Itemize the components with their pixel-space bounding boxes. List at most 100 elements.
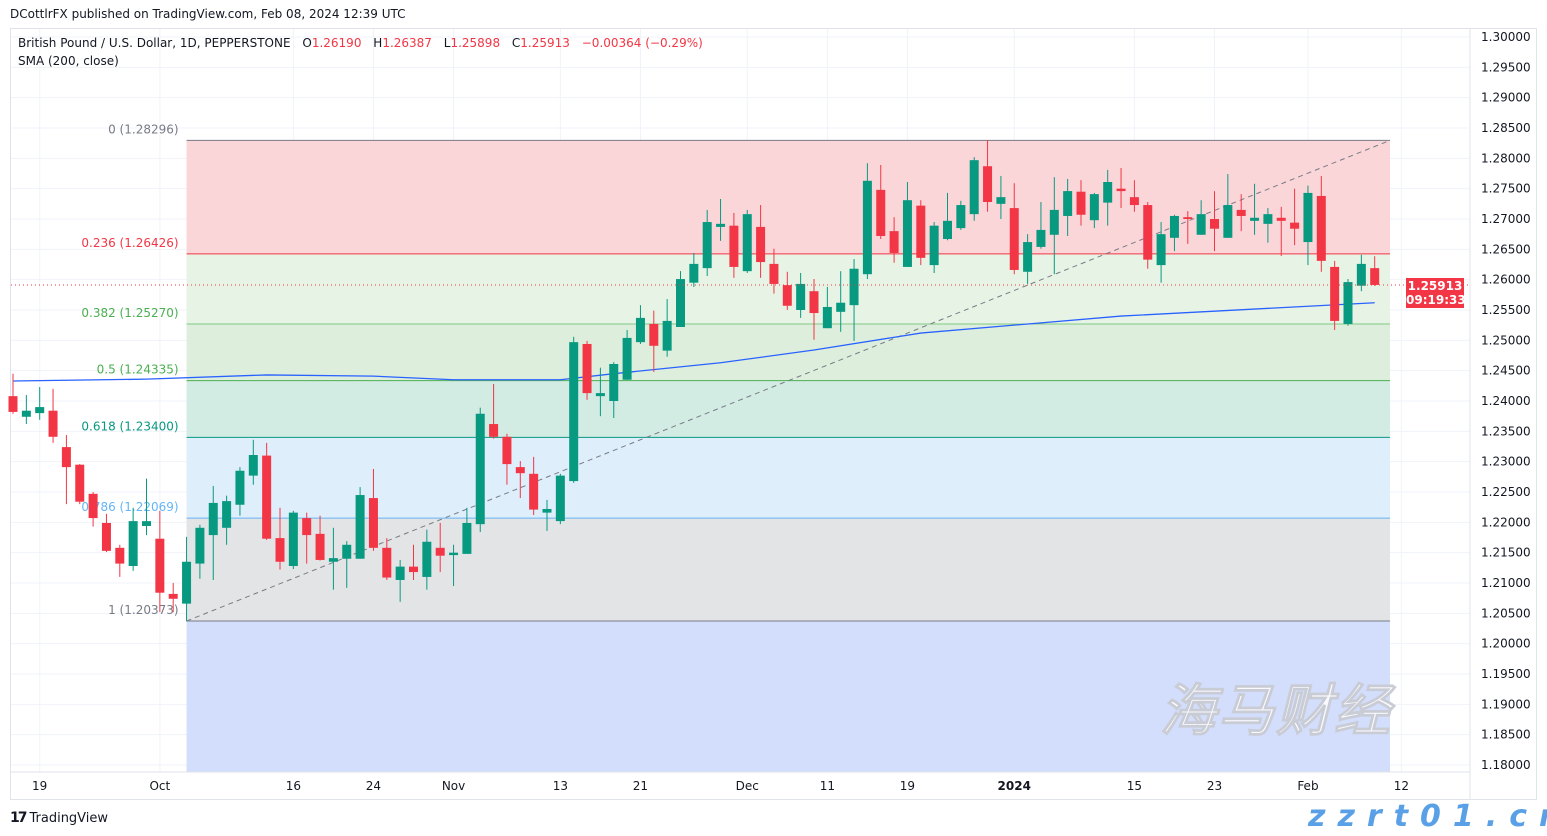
time-tick-label: 2024 bbox=[998, 779, 1031, 793]
candle bbox=[929, 222, 939, 273]
candle-body bbox=[929, 225, 939, 266]
candle-body bbox=[1049, 209, 1059, 235]
candle bbox=[1023, 234, 1033, 284]
candle-body bbox=[582, 343, 592, 394]
candle-body bbox=[248, 454, 258, 476]
candle-body bbox=[569, 342, 579, 482]
price-tick-label: 1.28500 bbox=[1481, 121, 1531, 135]
candle-body bbox=[769, 263, 779, 284]
candle-body bbox=[555, 475, 565, 522]
candle-body bbox=[1236, 209, 1246, 216]
candle-body bbox=[235, 470, 245, 505]
candle-body bbox=[889, 231, 899, 253]
candle bbox=[128, 507, 138, 571]
candle bbox=[889, 217, 899, 263]
candle-body bbox=[195, 527, 205, 564]
candle bbox=[1356, 254, 1366, 292]
candle-body bbox=[862, 180, 872, 275]
candle-body bbox=[529, 473, 539, 510]
candle bbox=[1049, 177, 1059, 275]
candle bbox=[168, 583, 178, 613]
candle-body bbox=[328, 558, 338, 562]
open-value: 1.26190 bbox=[311, 36, 362, 50]
candle bbox=[676, 271, 685, 327]
symbol-legend-row[interactable]: British Pound / U.S. Dollar, 1D, PEPPERS… bbox=[18, 34, 703, 52]
candle bbox=[409, 544, 418, 580]
high-label: H bbox=[373, 36, 383, 50]
candle bbox=[582, 340, 592, 400]
fib-zone bbox=[186, 380, 1390, 438]
candle bbox=[769, 248, 779, 294]
watermark-chinese: 海马财经 bbox=[1160, 679, 1392, 744]
candle-body bbox=[1089, 194, 1099, 221]
candle-body bbox=[702, 222, 712, 269]
price-tick-label: 1.24500 bbox=[1481, 364, 1531, 378]
chart-legend: British Pound / U.S. Dollar, 1D, PEPPERS… bbox=[18, 34, 703, 70]
candle-body bbox=[756, 226, 766, 263]
candle-body bbox=[796, 283, 806, 310]
price-tick-label: 1.22500 bbox=[1481, 485, 1531, 499]
candle bbox=[595, 367, 605, 417]
candle bbox=[1063, 178, 1073, 236]
candle-body bbox=[128, 521, 138, 567]
indicator-legend-sma[interactable]: SMA (200, close) bbox=[18, 54, 119, 68]
candle-body bbox=[983, 166, 993, 203]
candle bbox=[983, 140, 993, 212]
candle bbox=[996, 175, 1006, 219]
candle bbox=[195, 524, 205, 579]
candle bbox=[288, 510, 298, 570]
candle-body bbox=[422, 541, 432, 577]
candle bbox=[1036, 202, 1046, 249]
candle-body bbox=[1290, 222, 1300, 229]
low-label: L bbox=[443, 36, 451, 50]
candle bbox=[716, 198, 726, 241]
candle-body bbox=[742, 214, 752, 272]
candle-body bbox=[275, 538, 285, 562]
candle bbox=[462, 507, 472, 554]
candle bbox=[1210, 191, 1219, 252]
candle bbox=[1263, 208, 1273, 243]
candle bbox=[275, 507, 285, 570]
candle bbox=[182, 536, 192, 622]
candle bbox=[1250, 183, 1260, 235]
candle bbox=[702, 209, 712, 277]
candle-body bbox=[822, 306, 832, 329]
time-tick-label: 15 bbox=[1127, 779, 1142, 793]
candle-body bbox=[88, 493, 98, 519]
price-tick-label: 1.19500 bbox=[1481, 667, 1531, 681]
candle bbox=[222, 495, 232, 545]
candle-body bbox=[409, 566, 418, 573]
candle-body bbox=[115, 547, 125, 564]
fib-zone bbox=[186, 437, 1390, 519]
candle-body bbox=[48, 410, 58, 437]
candle-body bbox=[382, 547, 392, 578]
candle bbox=[555, 473, 565, 525]
candle bbox=[328, 527, 338, 590]
candle-body bbox=[662, 320, 672, 351]
candle bbox=[662, 299, 672, 357]
price-tick-label: 1.21000 bbox=[1481, 576, 1531, 590]
candle bbox=[876, 165, 886, 240]
candle-body bbox=[262, 455, 272, 539]
candle-body bbox=[502, 436, 512, 465]
candle bbox=[689, 252, 699, 287]
candle-body bbox=[716, 223, 726, 227]
candle-body bbox=[1103, 181, 1113, 203]
candle-body bbox=[1316, 195, 1326, 261]
candle-body bbox=[595, 393, 605, 397]
fib-retracement: 0 (1.28296) 0.236 (1.26426) 0.382 (1.25270… bbox=[81, 122, 1390, 772]
candle-body bbox=[1250, 217, 1260, 221]
candle-body bbox=[542, 508, 552, 513]
candle bbox=[1223, 174, 1233, 238]
candle-body bbox=[782, 285, 792, 306]
candle bbox=[782, 271, 792, 310]
candle bbox=[756, 205, 766, 278]
candle-body bbox=[355, 495, 365, 559]
price-tick-label: 1.23500 bbox=[1481, 424, 1531, 438]
candle-body bbox=[435, 547, 445, 556]
tradingview-branding[interactable]: 17 TradingView bbox=[10, 810, 108, 826]
candle-body bbox=[1169, 215, 1179, 238]
candle-body bbox=[1143, 205, 1153, 260]
price-tick-label: 1.24000 bbox=[1481, 394, 1531, 408]
